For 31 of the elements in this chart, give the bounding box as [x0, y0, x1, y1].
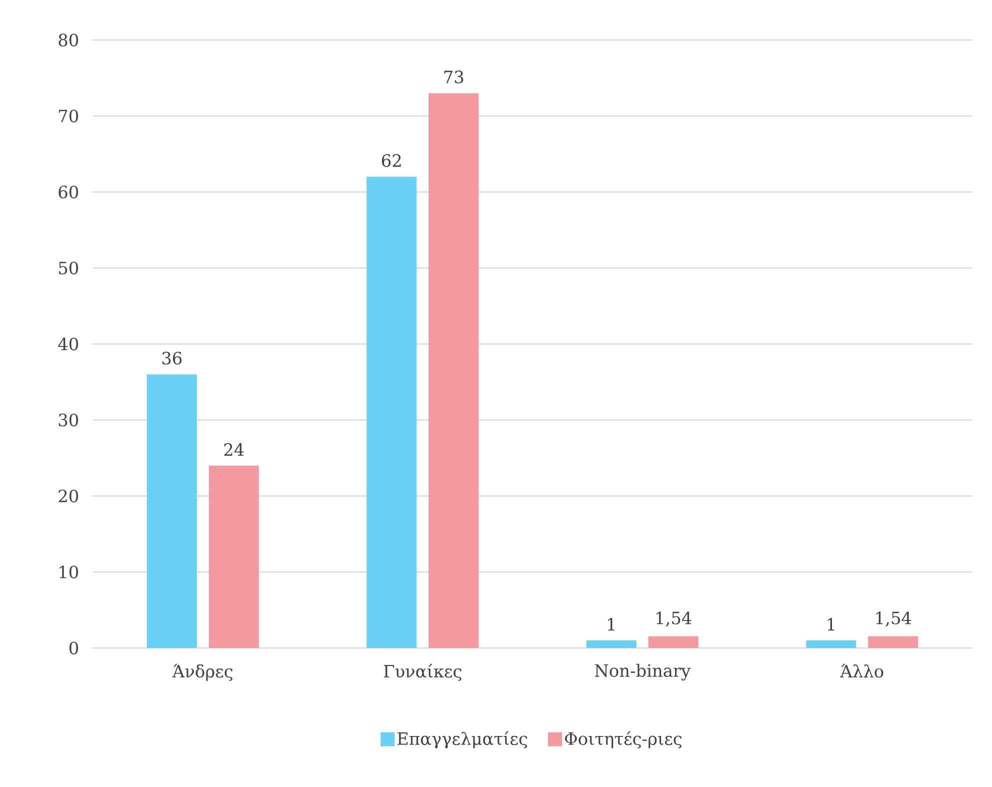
y-tick-label: 30: [58, 414, 78, 426]
bar: [146, 374, 197, 648]
x-tick-label: Άνδρες: [172, 664, 232, 681]
data-label: 36: [162, 352, 182, 365]
legend-label: Φοιτητές-ριες: [564, 731, 682, 748]
bar: [648, 636, 698, 648]
bar: [868, 636, 918, 648]
data-label: 1: [828, 618, 834, 631]
bar: [208, 466, 259, 648]
bar: [428, 93, 479, 648]
bar: [806, 640, 856, 648]
x-tick-label: Άλλο: [840, 664, 884, 678]
data-label: 1: [608, 618, 614, 631]
bar: [366, 176, 417, 648]
y-tick-label: 80: [58, 34, 78, 46]
legend-label: Επαγγελματίες: [398, 731, 527, 748]
bar: [586, 640, 636, 648]
data-label: 73: [444, 70, 464, 84]
y-tick-label: 70: [59, 110, 78, 122]
data-label: 24: [224, 443, 244, 456]
y-tick-label: 60: [58, 186, 78, 198]
data-label: 1,54: [656, 612, 692, 626]
data-label: 1,54: [876, 612, 912, 626]
y-tick-label: 0: [69, 642, 78, 654]
data-label: 62: [382, 154, 401, 167]
y-tick-label: 10: [60, 566, 78, 578]
y-tick-label: 20: [58, 490, 78, 502]
y-tick-label: 50: [59, 262, 78, 274]
x-tick-label: Non-binary: [594, 664, 691, 680]
y-tick-label: 40: [58, 338, 78, 350]
x-tick-label: Γυναίκες: [384, 664, 462, 681]
